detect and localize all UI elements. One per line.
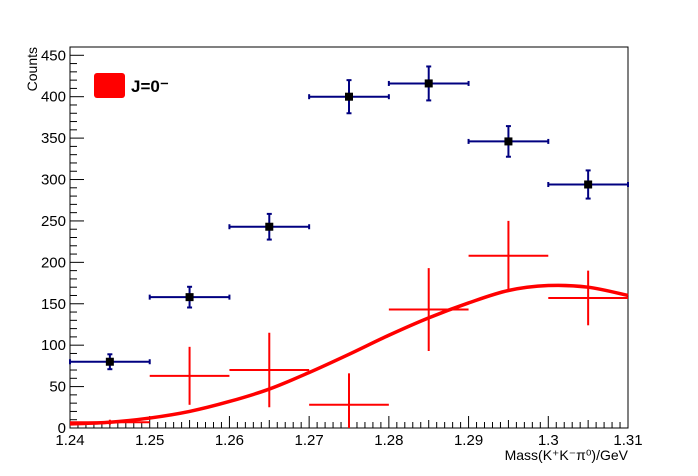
- square-marker: [345, 92, 353, 101]
- data-point: [229, 332, 310, 408]
- legend-label: J=0⁻: [131, 77, 169, 96]
- x-tick-label: 1.29: [454, 432, 483, 449]
- x-tick-label: 1.24: [55, 432, 84, 449]
- y-tick-label: 100: [41, 337, 66, 354]
- y-tick-label: 450: [41, 47, 66, 64]
- data-point: [309, 373, 389, 428]
- data-point: [467, 125, 550, 158]
- square-marker: [185, 293, 194, 302]
- data-point: [149, 346, 230, 405]
- data-point: [548, 270, 628, 326]
- x-tick-label: 1.3: [538, 432, 559, 449]
- y-tick-label: 150: [41, 296, 66, 313]
- data-point: [228, 212, 311, 241]
- data-point: [69, 353, 151, 371]
- y-tick-label: 250: [41, 213, 66, 230]
- x-axis-label: Mass(K⁺K⁻π⁰)/GeV: [505, 447, 629, 463]
- x-tick-label: 1.28: [374, 432, 403, 449]
- y-tick-label: 350: [41, 130, 66, 147]
- data-point: [468, 220, 549, 291]
- x-tick-label: 1.27: [295, 432, 324, 449]
- x-tick-label: 1.31: [613, 432, 642, 449]
- square-marker: [105, 357, 114, 366]
- y-tick-label: 300: [41, 172, 66, 189]
- y-tick-label: 200: [41, 254, 66, 271]
- data-point: [387, 65, 470, 102]
- square-marker: [504, 137, 513, 146]
- y-tick-label: 0: [58, 420, 66, 437]
- fit-curve: [69, 283, 629, 426]
- square-marker: [424, 79, 433, 88]
- x-tick-label: 1.26: [215, 432, 244, 449]
- data-point: [308, 79, 390, 115]
- x-axis: 1.24 1.25 1.26 1.27 1.28 1.29 1.3 1.31: [55, 416, 643, 449]
- data-point: [70, 419, 150, 425]
- square-marker: [584, 180, 593, 189]
- legend-swatch: [94, 73, 125, 98]
- legend: J=0⁻: [94, 73, 169, 98]
- data-point: [388, 268, 469, 351]
- plot-area: [69, 65, 629, 428]
- y-axis: 0 50 100 150 200 250 300 350 400 450: [41, 47, 84, 437]
- data-point: [547, 169, 629, 200]
- y-tick-label: 400: [41, 89, 66, 106]
- y-tick-label: 50: [49, 379, 66, 396]
- data-point: [148, 285, 231, 309]
- square-marker: [265, 222, 274, 231]
- x-tick-label: 1.25: [135, 432, 164, 449]
- y-axis-label: Counts: [24, 47, 40, 91]
